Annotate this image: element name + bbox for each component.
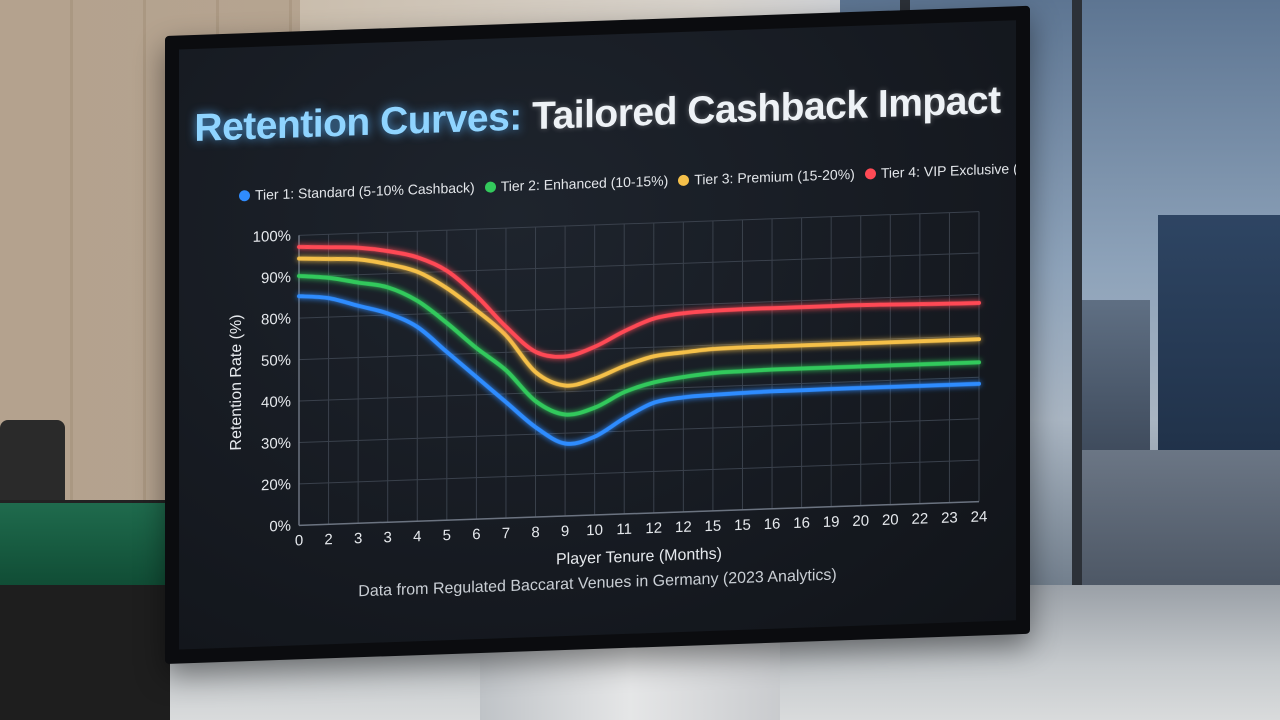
- baccarat-table: [0, 500, 170, 593]
- x-axis-title: Player Tenure (Months): [556, 546, 722, 569]
- y-tick-label: 0%: [269, 518, 291, 536]
- y-tick-label: 40%: [261, 393, 291, 411]
- series-line-tier3: [297, 256, 981, 388]
- background-building: [1158, 215, 1280, 475]
- x-tick-label: 12: [675, 519, 692, 537]
- display-monitor: Retention Curves: Tailored Cashback Impa…: [165, 5, 1030, 665]
- background-building: [1080, 450, 1280, 600]
- x-tick-label: 10: [586, 522, 603, 540]
- series-line-tier1: [297, 294, 981, 446]
- grid-line-horizontal: [299, 418, 979, 443]
- x-tick-label: 3: [354, 530, 362, 547]
- x-tick-label: 15: [705, 518, 722, 536]
- x-tick-label: 24: [971, 508, 988, 526]
- chair: [0, 420, 65, 505]
- grid-line-horizontal: [299, 252, 979, 278]
- x-tick-label: 20: [852, 512, 869, 530]
- x-tick-label: 6: [472, 526, 480, 543]
- x-tick-label: 15: [734, 517, 751, 535]
- y-tick-label: 100%: [253, 228, 291, 246]
- x-tick-label: 19: [823, 513, 840, 531]
- x-axis: [299, 500, 979, 527]
- x-tick-label: 0: [295, 532, 303, 549]
- table-base: [0, 585, 170, 720]
- display-screen: Retention Curves: Tailored Cashback Impa…: [179, 20, 1016, 650]
- x-tick-label: 22: [912, 510, 929, 528]
- grid-line-horizontal: [299, 459, 979, 485]
- x-tick-label: 11: [616, 521, 632, 539]
- x-tick-label: 8: [531, 524, 539, 541]
- y-tick-label: 80%: [261, 310, 291, 328]
- x-tick-label: 16: [764, 516, 781, 534]
- retention-line-chart: 0%20%30%40%50%80%90%100%0 2 3 3 4 5 6 7 8 9 10 11 12…: [228, 211, 988, 569]
- y-tick-label: 90%: [261, 269, 291, 287]
- series-line-tier2: [297, 273, 981, 417]
- background-building: [1080, 300, 1150, 470]
- x-tick-label: 4: [413, 528, 421, 545]
- x-tick-label: 23: [941, 509, 958, 527]
- x-tick-label: 2: [324, 531, 332, 548]
- x-tick-label: 9: [561, 523, 569, 540]
- x-tick-label: 20: [882, 511, 899, 529]
- x-tick-label: 3: [384, 529, 392, 546]
- grid-line-horizontal: [299, 293, 979, 319]
- series-line-tier4: [297, 244, 981, 359]
- window-frame: [1072, 0, 1082, 600]
- grid-line-horizontal: [299, 211, 979, 236]
- x-tick-label: 5: [443, 527, 451, 544]
- y-axis-title: Retention Rate (%): [228, 314, 245, 451]
- y-tick-label: 30%: [261, 435, 291, 453]
- x-tick-label: 16: [793, 514, 810, 532]
- x-tick-label: 12: [645, 520, 662, 538]
- y-tick-label: 20%: [261, 476, 291, 494]
- y-tick-label: 50%: [261, 352, 291, 370]
- grid-line-horizontal: [299, 335, 979, 361]
- grid-line-horizontal: [299, 376, 979, 402]
- x-tick-label: 7: [502, 525, 510, 542]
